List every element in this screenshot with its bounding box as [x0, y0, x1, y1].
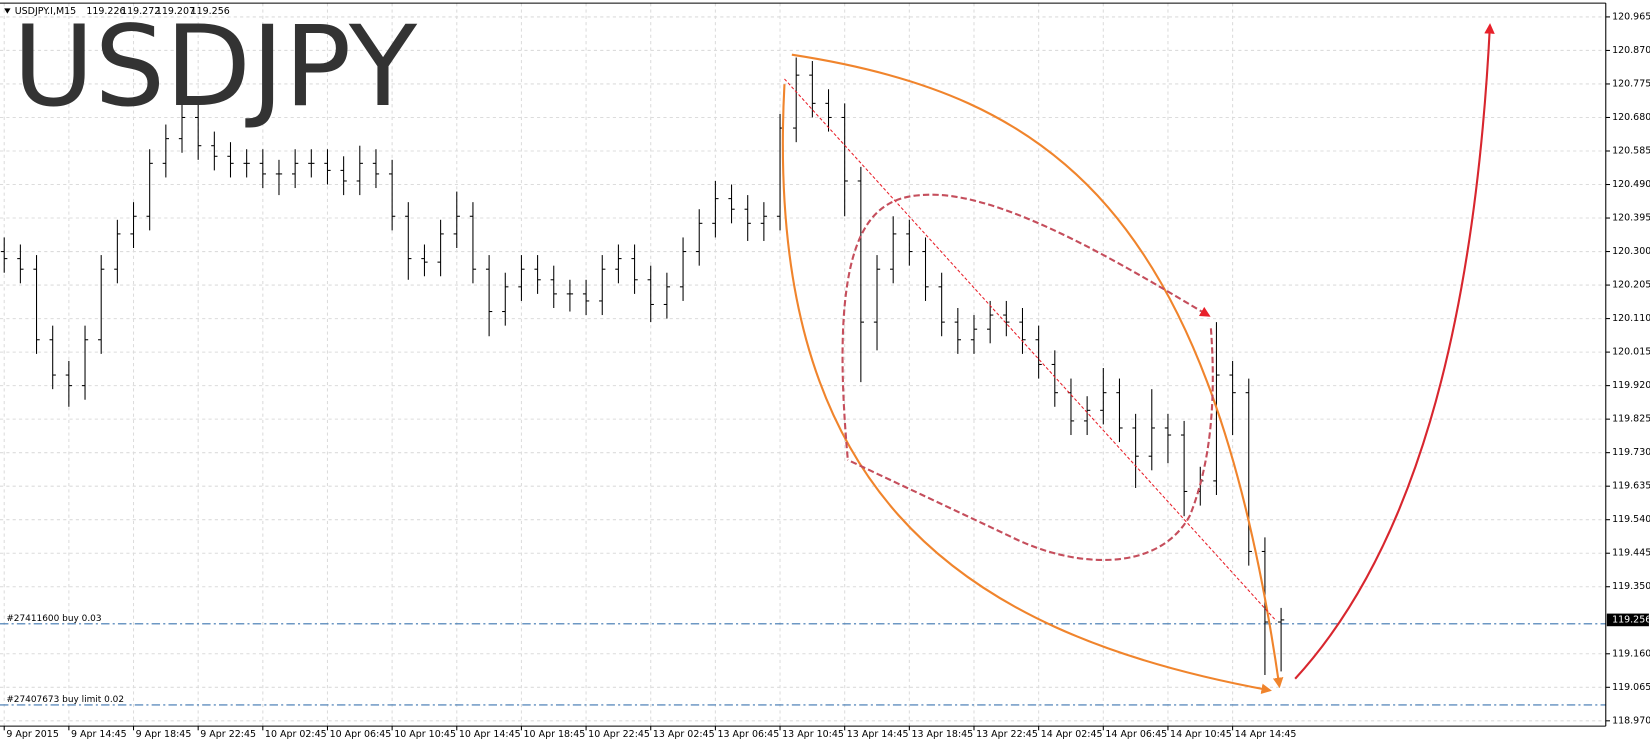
x-tick-label: 14 Apr 10:45 — [1170, 729, 1232, 740]
x-tick-label: 14 Apr 14:45 — [1235, 729, 1297, 740]
x-tick-label: 10 Apr 06:45 — [330, 729, 392, 740]
y-tick-label: 120.775 — [1612, 78, 1650, 89]
y-tick-label: 120.395 — [1612, 213, 1650, 224]
y-tick-label: 120.015 — [1612, 347, 1650, 358]
y-tick-label: 119.730 — [1612, 447, 1650, 458]
x-tick-label: 13 Apr 10:45 — [782, 729, 844, 740]
dashed-loop — [841, 193, 1211, 458]
y-tick-label: 119.350 — [1612, 581, 1650, 592]
x-tick-label: 13 Apr 02:45 — [653, 729, 715, 740]
y-tick-label: 120.490 — [1612, 179, 1650, 190]
x-tick-label: 9 Apr 2015 — [6, 729, 59, 740]
y-tick-label: 119.920 — [1612, 380, 1650, 391]
header-value: 119.256 — [191, 6, 230, 17]
y-tick-label: 118.970 — [1612, 715, 1650, 726]
orange-curve — [781, 84, 1272, 694]
y-tick-label: 119.445 — [1612, 548, 1650, 559]
header-value: 119.207 — [156, 6, 195, 17]
orange-curve — [791, 53, 1284, 689]
x-tick-label: 10 Apr 22:45 — [588, 729, 650, 740]
y-tick-label: 119.160 — [1612, 648, 1650, 659]
x-tick-label: 13 Apr 14:45 — [847, 729, 909, 740]
x-tick-label: 10 Apr 02:45 — [265, 729, 327, 740]
price-bars — [1, 57, 1285, 675]
y-tick-label: 119.065 — [1612, 682, 1650, 693]
x-tick-label: 13 Apr 22:45 — [976, 729, 1038, 740]
x-tick-label: 10 Apr 18:45 — [524, 729, 586, 740]
x-tick-label: 10 Apr 14:45 — [459, 729, 521, 740]
x-tick-label: 9 Apr 22:45 — [200, 729, 256, 740]
trend-line — [784, 78, 1277, 622]
y-tick-label: 120.110 — [1612, 313, 1650, 324]
current-price-box — [1606, 613, 1649, 627]
x-tick-label: 9 Apr 14:45 — [71, 729, 127, 740]
x-tick-label: 9 Apr 18:45 — [136, 729, 192, 740]
x-tick-label: 14 Apr 06:45 — [1105, 729, 1167, 740]
y-tick-label: 119.635 — [1612, 481, 1650, 492]
menu-icon[interactable] — [4, 8, 11, 14]
x-tick-label: 14 Apr 02:45 — [1041, 729, 1103, 740]
y-tick-label: 120.680 — [1612, 112, 1650, 123]
grid — [0, 3, 1606, 727]
drawings — [781, 23, 1495, 694]
red-arrow — [1294, 23, 1495, 680]
watermark: USDJPY — [13, 2, 418, 132]
y-tick-label: 120.585 — [1612, 145, 1650, 156]
symbol: USDJPY.I,M15 — [15, 6, 76, 17]
current-price-label: 119.256 — [1612, 614, 1650, 625]
order-label: #27411600 buy 0.03 — [6, 614, 101, 624]
y-tick-label: 119.540 — [1612, 514, 1650, 525]
header-value: 119.272 — [121, 6, 160, 17]
header-value: 119.226 — [86, 6, 125, 17]
y-tick-label: 120.300 — [1612, 246, 1650, 257]
x-tick-label: 10 Apr 10:45 — [394, 729, 456, 740]
y-tick-label: 119.825 — [1612, 414, 1650, 425]
y-tick-label: 120.965 — [1612, 11, 1650, 22]
y-tick-label: 120.205 — [1612, 280, 1650, 291]
x-tick-label: 13 Apr 06:45 — [717, 729, 779, 740]
y-tick-label: 120.870 — [1612, 45, 1650, 56]
dashed-loop — [847, 328, 1214, 562]
x-tick-label: 13 Apr 18:45 — [911, 729, 973, 740]
order-label: #27407673 buy limit 0.02 — [6, 695, 124, 705]
